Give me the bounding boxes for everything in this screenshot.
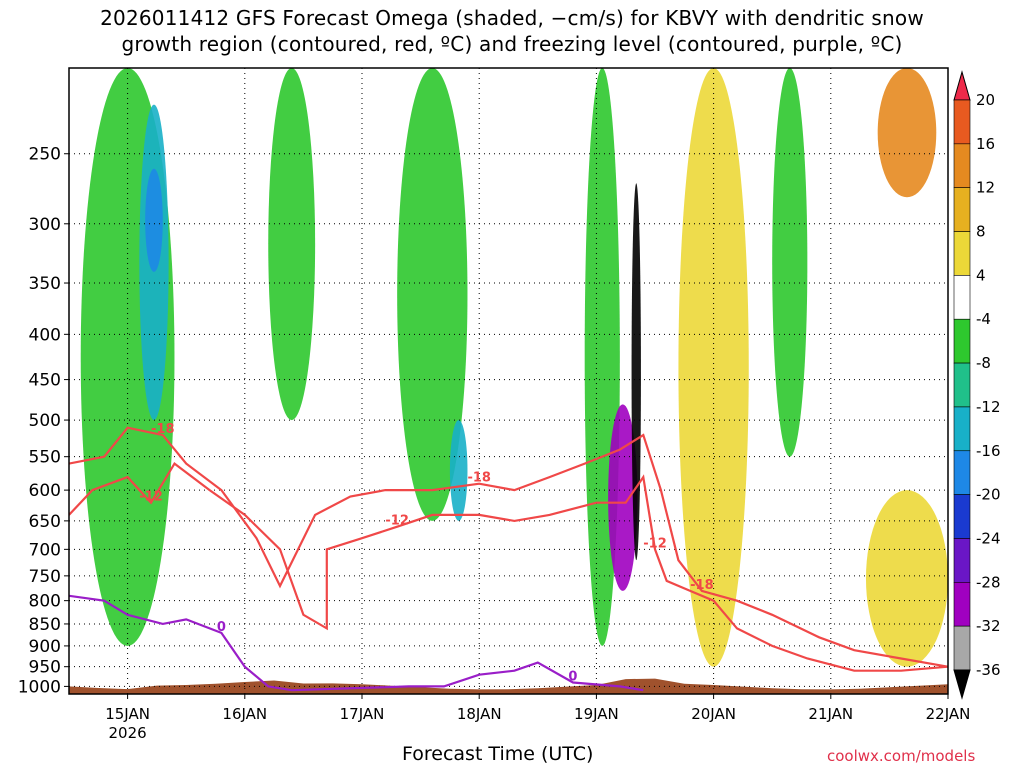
omega-region-green [397, 68, 468, 521]
freezing-level-contour [69, 594, 644, 692]
colorbar-label: -36 [976, 661, 1001, 679]
colorbar-label: 4 [976, 266, 986, 284]
dgz-contour-label: -18 [690, 578, 714, 593]
y-tick-label: 750 [29, 567, 61, 587]
x-tick-label: 18JAN [457, 705, 502, 723]
chart-title-line-2: growth region (contoured, red, ºC) and f… [121, 32, 903, 56]
colorbar-band [953, 187, 971, 232]
y-tick-label: 650 [29, 512, 61, 532]
x-tick-label: 17JAN [340, 705, 385, 723]
omega-region-teal [449, 420, 468, 521]
dgz-contour-minus12 [69, 461, 948, 672]
omega-region-black [631, 183, 641, 561]
colorbar-label: -16 [976, 442, 1001, 460]
x-tick-label: 15JAN [105, 705, 150, 723]
colorbar-band [953, 406, 971, 452]
colorbar-band [953, 143, 971, 188]
colorbar-band [953, 538, 971, 583]
freezing-level-label: 0 [217, 620, 226, 635]
colorbar-band [953, 450, 971, 495]
omega-region-yellow [678, 68, 749, 667]
y-tick-label: 600 [29, 481, 61, 501]
colorbar-label: 8 [976, 223, 986, 241]
plot-content: -12 -12 -12 -18 -18 -18 0 0 [69, 68, 948, 694]
y-tick-label: 1000 [18, 677, 61, 697]
dgz-contour-label: -12 [643, 536, 667, 551]
colorbar-band [953, 318, 971, 364]
dgz-contour-label: -18 [467, 471, 491, 486]
omega-region-green [772, 68, 808, 457]
dgz-contour-label: -12 [385, 514, 409, 529]
colorbar-label: 16 [976, 135, 995, 153]
y-tick-label: 700 [29, 540, 61, 560]
colorbar-label: 12 [976, 179, 995, 197]
plot-background [69, 68, 948, 694]
dgz-contour-label: -12 [139, 490, 163, 505]
chart-title-line-1: 2026011412 GFS Forecast Omega (shaded, −… [100, 6, 924, 30]
x-tick-label: 19JAN [574, 705, 619, 723]
omega-region-orange [877, 68, 937, 198]
colorbar-band [953, 231, 971, 276]
colorbar-label: -4 [976, 310, 991, 328]
colorbar-label: -12 [976, 398, 1001, 416]
x-axis-label: Forecast Time (UTC) [402, 743, 594, 765]
colorbar-label: -28 [976, 573, 1001, 591]
colorbar-label: -32 [976, 617, 1001, 635]
colorbar-label: -24 [976, 529, 1001, 547]
source-credit: coolwx.com/models [827, 747, 976, 765]
x-tick-year-label: 2026 [109, 724, 147, 742]
colorbar-band [953, 362, 971, 408]
y-tick-label: 950 [29, 658, 61, 678]
plot-area: -12 -12 -12 -18 -18 -18 0 0 [69, 68, 948, 694]
plot-frame [68, 67, 949, 695]
y-tick-label: 900 [29, 637, 61, 657]
y-tick-label: 450 [29, 371, 61, 391]
y-tick-label: 550 [29, 448, 61, 468]
y-tick-label: 500 [29, 411, 61, 431]
x-tick-label: 22JAN [926, 705, 971, 723]
colorbar-band [953, 582, 971, 627]
colorbar-label: -20 [976, 486, 1001, 504]
y-tick-label: 400 [29, 325, 61, 345]
axes: 2503003504004505005506006507007508008509… [18, 67, 971, 742]
colorbar-band [953, 625, 971, 671]
y-tick-label: 300 [29, 215, 61, 235]
colorbar-label: -8 [976, 354, 991, 372]
omega-region-green [268, 68, 316, 421]
omega-region-blue [145, 168, 163, 272]
dgz-contour-minus18 [69, 426, 948, 668]
colorbar: 20 16 12 8 4 -4 -8 -12 -16 -20 -24 -28 -32 -36 [953, 70, 1001, 700]
colorbar-label: 20 [976, 91, 995, 109]
x-tick-label: 20JAN [691, 705, 736, 723]
y-tick-label: 250 [29, 145, 61, 165]
colorbar-top-arrow [953, 70, 971, 101]
x-tick-label: 16JAN [222, 705, 267, 723]
y-tick-label: 850 [29, 615, 61, 635]
colorbar-band [953, 494, 971, 539]
freezing-level-label: 0 [568, 670, 577, 685]
colorbar-band [953, 275, 971, 320]
omega-region-yellow [865, 490, 948, 667]
x-tick-label: 21JAN [808, 705, 853, 723]
dgz-contour-label: -18 [151, 422, 175, 437]
colorbar-band [953, 99, 971, 145]
y-tick-label: 800 [29, 592, 61, 612]
y-tick-label: 350 [29, 274, 61, 294]
colorbar-bottom-arrow [953, 669, 971, 700]
